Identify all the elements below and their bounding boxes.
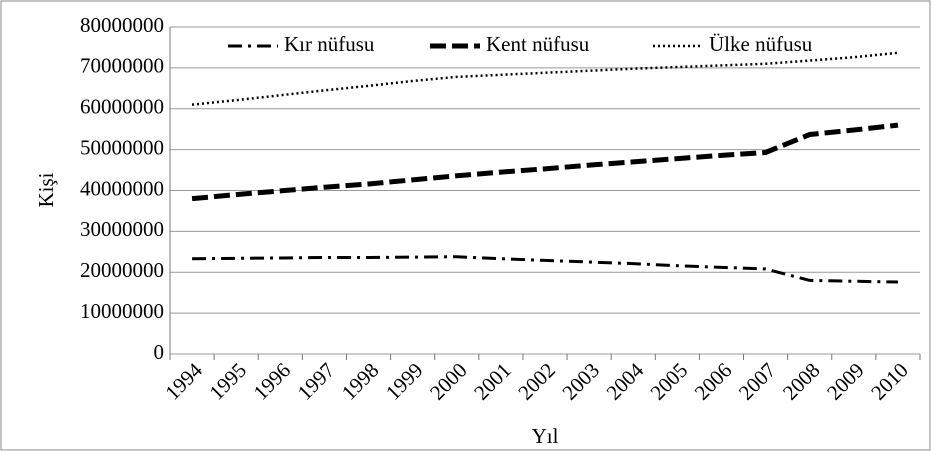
series-line bbox=[191, 122, 899, 202]
y-tick-label: 70000000 bbox=[80, 54, 164, 78]
y-tick-label: 80000000 bbox=[80, 13, 164, 37]
y-tick-label: 10000000 bbox=[80, 299, 164, 323]
y-axis-label: Kişi bbox=[34, 172, 58, 207]
y-tick-label: 50000000 bbox=[80, 135, 164, 159]
legend-label: Kır nüfusu bbox=[284, 32, 375, 56]
series-line bbox=[192, 255, 898, 284]
y-tick-label: 30000000 bbox=[80, 217, 164, 241]
x-axis-label: Yıl bbox=[532, 424, 559, 448]
y-tick-label: 40000000 bbox=[80, 176, 164, 200]
legend-label: Ülke nüfusu bbox=[709, 32, 813, 56]
y-tick-label: 60000000 bbox=[80, 95, 164, 119]
legend-label: Kent nüfusu bbox=[486, 32, 590, 56]
series-line bbox=[191, 51, 899, 106]
y-tick-label: 20000000 bbox=[80, 258, 164, 282]
y-tick-label: 0 bbox=[154, 340, 165, 364]
